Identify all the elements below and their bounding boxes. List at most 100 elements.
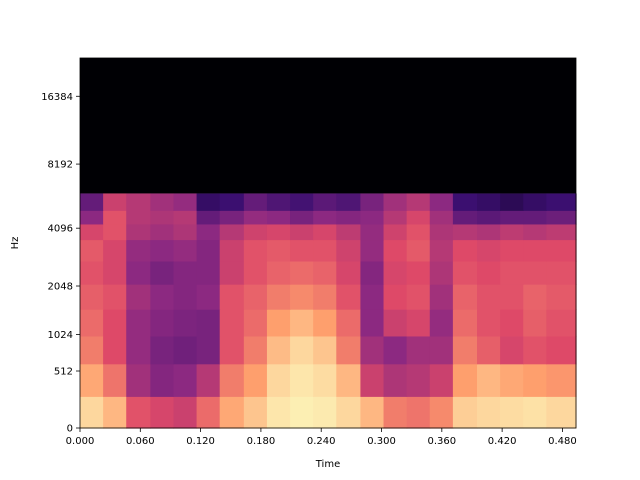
spectrogram-cell xyxy=(219,335,245,365)
spectrogram-cell xyxy=(150,223,175,241)
spectrogram-cell xyxy=(80,396,104,429)
spectrogram-cell xyxy=(243,260,268,285)
spectrogram-cell xyxy=(219,193,245,211)
spectrogram-cell xyxy=(523,210,547,225)
x-tick-label: 0.120 xyxy=(186,436,215,447)
spectrogram-cell xyxy=(406,363,431,397)
x-tick-label: 0.000 xyxy=(66,436,95,447)
spectrogram-cell xyxy=(103,396,127,429)
x-tick-label: 0.360 xyxy=(428,436,457,447)
spectrogram-cell xyxy=(196,223,221,241)
spectrogram-cell xyxy=(429,210,454,225)
spectrogram-cell xyxy=(406,210,431,225)
spectrogram-cell xyxy=(360,396,385,429)
x-tick-label: 0.420 xyxy=(488,436,517,447)
plot-frame xyxy=(79,57,577,429)
x-tick-label: 0.240 xyxy=(307,436,336,447)
spectrogram-cell xyxy=(173,210,198,225)
y-tick-label: 512 xyxy=(54,367,73,378)
spectrogram-cell xyxy=(219,239,245,262)
spectrogram-cell xyxy=(173,260,198,285)
spectrogram-cell xyxy=(103,260,127,285)
spectrogram-cell xyxy=(360,335,385,365)
spectrogram-cell xyxy=(266,335,291,365)
spectrogram-cell xyxy=(266,223,291,241)
spectrogram-cell xyxy=(196,309,221,337)
spectrogram-cell xyxy=(429,239,454,262)
spectrogram-cell xyxy=(500,396,524,429)
spectrogram-cell xyxy=(80,335,104,365)
spectrogram-cell xyxy=(500,223,524,241)
spectrogram-cell xyxy=(219,260,245,285)
spectrogram-cell xyxy=(360,223,385,241)
spectrogram-cell xyxy=(80,260,104,285)
spectrogram-cell xyxy=(336,210,362,225)
spectrogram-cell xyxy=(336,223,362,241)
spectrogram-cell xyxy=(546,193,577,211)
spectrogram-cell xyxy=(313,193,337,211)
spectrogram-cell xyxy=(80,193,104,211)
spectrogram-cell xyxy=(313,260,337,285)
spectrogram-cell xyxy=(313,363,337,397)
spectrogram-cell xyxy=(290,335,314,365)
spectrogram-cell xyxy=(173,239,198,262)
spectrogram-cell xyxy=(429,193,454,211)
spectrogram-cell xyxy=(243,284,268,310)
spectrogram-cell xyxy=(500,363,524,397)
spectrogram-cell xyxy=(500,193,524,211)
spectrogram-cell xyxy=(429,309,454,337)
spectrogram-cell xyxy=(477,309,501,337)
spectrogram-cell xyxy=(290,284,314,310)
spectrogram-cell xyxy=(477,363,501,397)
spectrogram-cell xyxy=(360,309,385,337)
spectrogram-cell xyxy=(383,260,408,285)
spectrogram-cell xyxy=(266,210,291,225)
spectrogram-cell xyxy=(360,239,385,262)
spectrogram-cell xyxy=(452,223,478,241)
spectrogram-cell xyxy=(150,396,175,429)
y-tick-label: 8192 xyxy=(48,160,73,171)
spectrogram-cell xyxy=(523,193,547,211)
spectrogram-cell xyxy=(523,260,547,285)
spectrogram-cell xyxy=(360,193,385,211)
spectrogram-cell xyxy=(150,284,175,310)
spectrogram-cell xyxy=(546,260,577,285)
spectrogram-cell xyxy=(150,193,175,211)
x-tick-label: 0.060 xyxy=(126,436,155,447)
spectrogram-cell xyxy=(103,239,127,262)
spectrogram-cell xyxy=(383,396,408,429)
y-axis-ticks: 0 512 1024 2048 4096 8192 16384 xyxy=(41,92,80,435)
spectrogram-cell xyxy=(336,335,362,365)
spectrogram-cell xyxy=(383,210,408,225)
spectrogram-cell xyxy=(429,335,454,365)
spectrogram-cell xyxy=(523,223,547,241)
spectrogram-cell xyxy=(103,284,127,310)
spectrogram-cell xyxy=(219,284,245,310)
spectrogram-cell xyxy=(126,223,151,241)
x-tick-label: 0.180 xyxy=(247,436,276,447)
spectrogram-cell xyxy=(173,223,198,241)
spectrogram-cell xyxy=(406,309,431,337)
spectrogram-cell xyxy=(429,396,454,429)
spectrogram-cell xyxy=(452,335,478,365)
spectrogram-cell xyxy=(150,309,175,337)
spectrogram-cell xyxy=(150,210,175,225)
spectrogram-cell xyxy=(406,239,431,262)
spectrogram-cell xyxy=(80,239,104,262)
spectrogram-cell xyxy=(313,284,337,310)
spectrogram-cell xyxy=(429,260,454,285)
spectrogram-cell xyxy=(523,309,547,337)
spectrogram-cell xyxy=(477,210,501,225)
spectrogram-cell xyxy=(243,193,268,211)
spectrogram-cell xyxy=(196,284,221,310)
spectrogram-cell xyxy=(80,223,104,241)
spectrogram-cell xyxy=(452,309,478,337)
spectrogram-cell xyxy=(313,210,337,225)
spectrogram-cell xyxy=(477,193,501,211)
spectrogram-cell xyxy=(406,396,431,429)
spectrogram-cell xyxy=(126,210,151,225)
spectrogram-cell xyxy=(383,309,408,337)
spectrogram-cell xyxy=(429,284,454,310)
spectrogram-cell xyxy=(546,335,577,365)
